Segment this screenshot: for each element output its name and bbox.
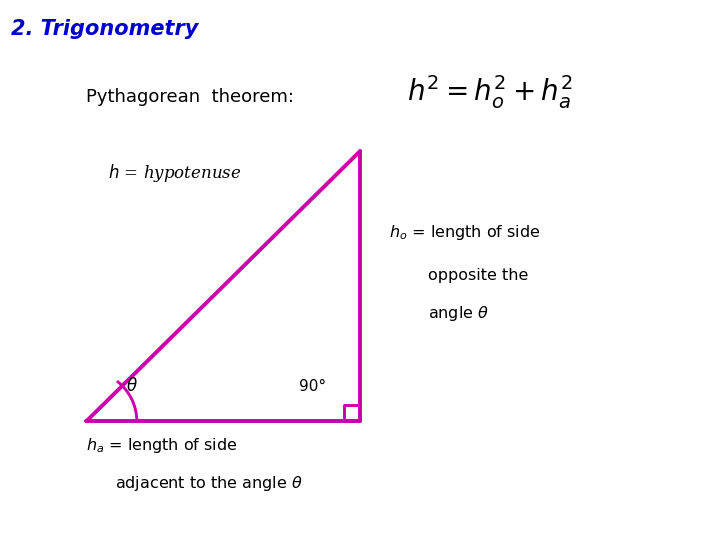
Text: 90°: 90°: [299, 379, 326, 394]
Text: adjacent to the angle $\theta$: adjacent to the angle $\theta$: [115, 474, 303, 493]
Text: $h^2 = h_o^2 + h_a^2$: $h^2 = h_o^2 + h_a^2$: [407, 73, 573, 111]
Text: $h_o$ = length of side: $h_o$ = length of side: [389, 222, 541, 242]
Text: $\theta$: $\theta$: [126, 377, 138, 395]
Text: opposite the: opposite the: [428, 268, 528, 283]
Text: $h$ = hypotenuse: $h$ = hypotenuse: [108, 162, 241, 184]
Text: Pythagorean  theorem:: Pythagorean theorem:: [86, 88, 294, 106]
Text: $h_a$ = length of side: $h_a$ = length of side: [86, 436, 238, 455]
Text: 2. Trigonometry: 2. Trigonometry: [11, 19, 198, 39]
Text: angle $\theta$: angle $\theta$: [428, 303, 490, 323]
